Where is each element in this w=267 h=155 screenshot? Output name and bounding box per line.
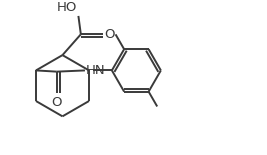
Text: HO: HO [57, 1, 77, 14]
Text: O: O [52, 96, 62, 109]
Text: O: O [105, 28, 115, 41]
Text: HN: HN [86, 64, 106, 77]
